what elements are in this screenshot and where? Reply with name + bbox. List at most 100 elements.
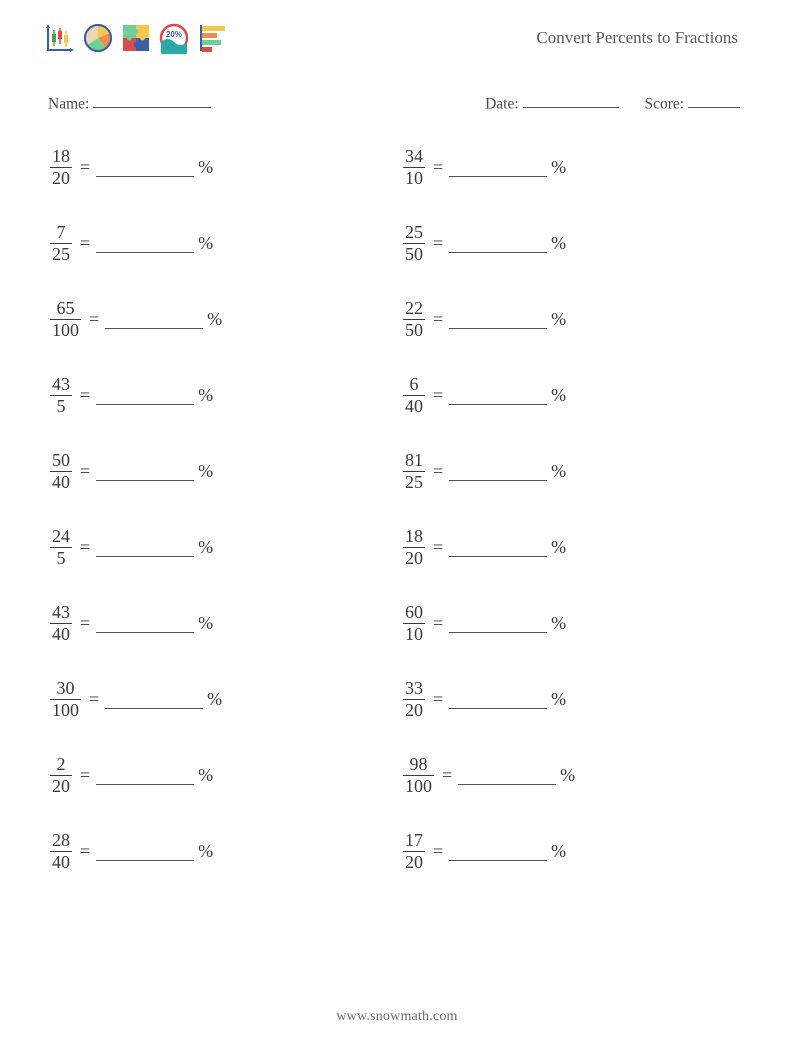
denominator: 40 xyxy=(50,472,72,492)
fraction: 2250 xyxy=(403,299,425,340)
equals-sign: = xyxy=(433,689,443,710)
meta-row: Name: Date: Score: xyxy=(0,64,794,121)
denominator: 40 xyxy=(50,624,72,644)
problem: 65100=% xyxy=(44,281,397,357)
answer-blank[interactable] xyxy=(96,463,194,481)
equals-sign: = xyxy=(80,157,90,178)
numerator: 25 xyxy=(403,223,425,243)
answer-blank[interactable] xyxy=(449,159,547,177)
denominator: 40 xyxy=(403,396,425,416)
fraction: 65100 xyxy=(50,299,81,340)
date-blank[interactable] xyxy=(523,92,619,108)
percent-sign: % xyxy=(198,385,213,406)
answer-blank[interactable] xyxy=(449,311,547,329)
problem: 1720=% xyxy=(397,813,750,889)
percent-sign: % xyxy=(551,385,566,406)
answer-blank[interactable] xyxy=(96,767,194,785)
numerator: 50 xyxy=(50,451,72,471)
numerator: 22 xyxy=(403,299,425,319)
equals-sign: = xyxy=(433,841,443,862)
score-field: Score: xyxy=(645,92,740,113)
answer-blank[interactable] xyxy=(96,539,194,557)
numerator: 43 xyxy=(50,603,72,623)
answer-blank[interactable] xyxy=(449,615,547,633)
fraction: 2550 xyxy=(403,223,425,264)
answer-blank[interactable] xyxy=(458,767,556,785)
equals-sign: = xyxy=(89,689,99,710)
numerator: 17 xyxy=(403,831,425,851)
percent-sign: % xyxy=(198,157,213,178)
denominator: 100 xyxy=(50,700,81,720)
equals-sign: = xyxy=(80,537,90,558)
answer-blank[interactable] xyxy=(449,539,547,557)
denominator: 20 xyxy=(403,700,425,720)
denominator: 10 xyxy=(403,624,425,644)
denominator: 20 xyxy=(50,776,72,796)
denominator: 5 xyxy=(55,396,68,416)
fraction: 220 xyxy=(50,755,72,796)
bar-chart-icon xyxy=(196,22,228,54)
numerator: 34 xyxy=(403,147,425,167)
name-label: Name: xyxy=(48,95,89,112)
fraction: 30100 xyxy=(50,679,81,720)
denominator: 40 xyxy=(50,852,72,872)
answer-blank[interactable] xyxy=(105,691,203,709)
answer-blank[interactable] xyxy=(96,615,194,633)
problem: 220=% xyxy=(44,737,397,813)
numerator: 2 xyxy=(55,755,68,775)
problem: 2250 =% xyxy=(397,281,750,357)
answer-blank[interactable] xyxy=(449,691,547,709)
problem: 1820 =% xyxy=(44,129,397,205)
answer-blank[interactable] xyxy=(105,311,203,329)
svg-text:20%: 20% xyxy=(166,30,182,39)
answer-blank[interactable] xyxy=(96,235,194,253)
answer-blank[interactable] xyxy=(449,235,547,253)
denominator: 50 xyxy=(403,244,425,264)
percent-sign: % xyxy=(198,613,213,634)
percent-sign: % xyxy=(551,689,566,710)
score-blank[interactable] xyxy=(688,92,740,108)
percent-sign: % xyxy=(551,309,566,330)
equals-sign: = xyxy=(80,841,90,862)
numerator: 18 xyxy=(50,147,72,167)
problem: 8125=% xyxy=(397,433,750,509)
fraction: 3320 xyxy=(403,679,425,720)
equals-sign: = xyxy=(80,461,90,482)
numerator: 24 xyxy=(50,527,72,547)
equals-sign: = xyxy=(433,233,443,254)
numerator: 6 xyxy=(408,375,421,395)
fraction: 2840 xyxy=(50,831,72,872)
fraction: 3410 xyxy=(403,147,425,188)
problem: 3410=% xyxy=(397,129,750,205)
equals-sign: = xyxy=(433,461,443,482)
fraction: 1820 xyxy=(403,527,425,568)
date-field: Date: xyxy=(485,92,618,113)
fraction: 725 xyxy=(50,223,72,264)
percent-sign: % xyxy=(198,765,213,786)
equals-sign: = xyxy=(433,309,443,330)
numerator: 81 xyxy=(403,451,425,471)
problem: 435=% xyxy=(44,357,397,433)
answer-blank[interactable] xyxy=(449,387,547,405)
name-blank[interactable] xyxy=(93,92,211,108)
fraction: 1720 xyxy=(403,831,425,872)
answer-blank[interactable] xyxy=(449,463,547,481)
equals-sign: = xyxy=(433,385,443,406)
answer-blank[interactable] xyxy=(449,843,547,861)
numerator: 30 xyxy=(55,679,77,699)
numerator: 28 xyxy=(50,831,72,851)
denominator: 100 xyxy=(403,776,434,796)
score-label: Score: xyxy=(645,95,685,112)
answer-blank[interactable] xyxy=(96,843,194,861)
problem: 245=% xyxy=(44,509,397,585)
answer-blank[interactable] xyxy=(96,387,194,405)
answer-blank[interactable] xyxy=(96,159,194,177)
problem: 6010=% xyxy=(397,585,750,661)
fraction: 6010 xyxy=(403,603,425,644)
date-label: Date: xyxy=(485,95,519,112)
equals-sign: = xyxy=(433,157,443,178)
numerator: 33 xyxy=(403,679,425,699)
problem: 2550=% xyxy=(397,205,750,281)
fraction: 1820 xyxy=(50,147,72,188)
percent-sign: % xyxy=(551,613,566,634)
